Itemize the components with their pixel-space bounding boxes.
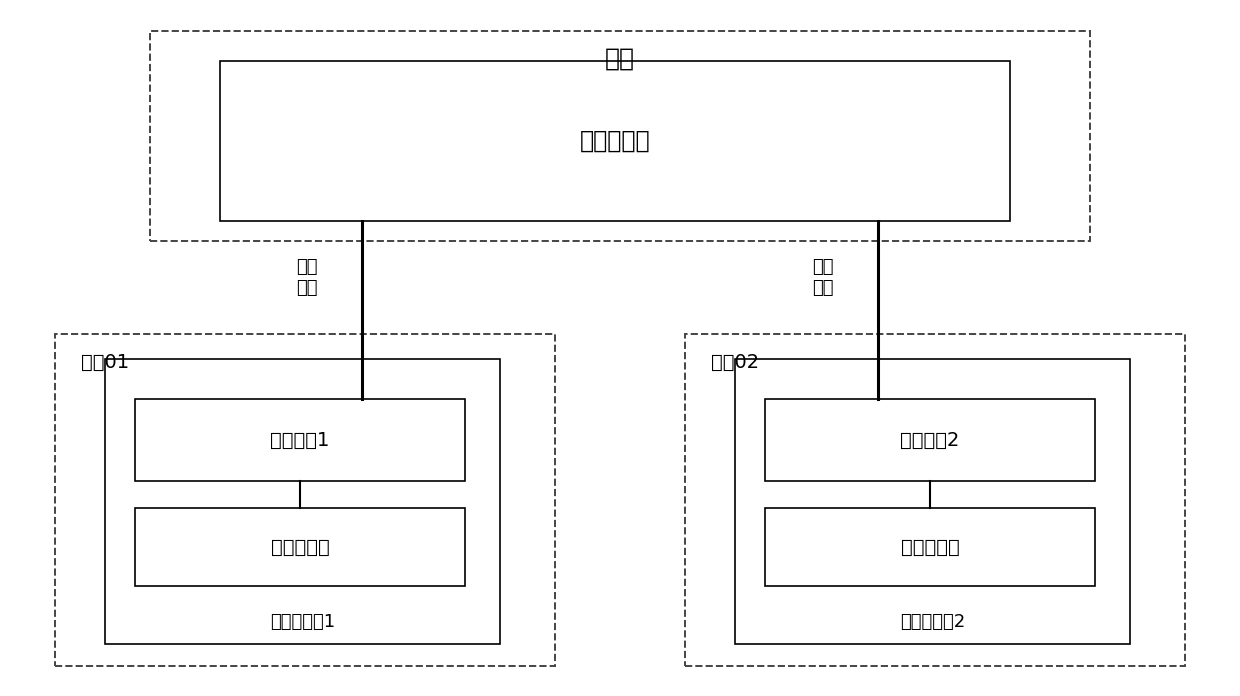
Bar xyxy=(150,31,1090,241)
Text: 数据服务器: 数据服务器 xyxy=(270,537,330,557)
Text: 风圶01: 风圶01 xyxy=(81,352,129,372)
Text: 场站服务刨1: 场站服务刨1 xyxy=(270,613,335,631)
Text: 总站服务器: 总站服务器 xyxy=(579,129,650,153)
Text: 数据服务器: 数据服务器 xyxy=(900,537,960,557)
Text: 服务模块1: 服务模块1 xyxy=(270,431,330,450)
Bar xyxy=(684,334,1185,666)
Text: 总部: 总部 xyxy=(605,47,635,71)
Bar xyxy=(55,334,556,666)
Text: 场站服务刨2: 场站服务刨2 xyxy=(900,613,965,631)
Bar xyxy=(135,508,465,586)
Text: 通讯
连接: 通讯 连接 xyxy=(812,258,833,297)
Text: 风圶02: 风圶02 xyxy=(711,352,759,372)
Bar xyxy=(105,359,500,644)
Bar xyxy=(765,399,1095,481)
Text: 通讯
连接: 通讯 连接 xyxy=(296,258,317,297)
Bar xyxy=(135,399,465,481)
Bar xyxy=(219,61,1011,221)
Text: 服务模块2: 服务模块2 xyxy=(900,431,960,450)
Bar xyxy=(765,508,1095,586)
Bar xyxy=(735,359,1130,644)
